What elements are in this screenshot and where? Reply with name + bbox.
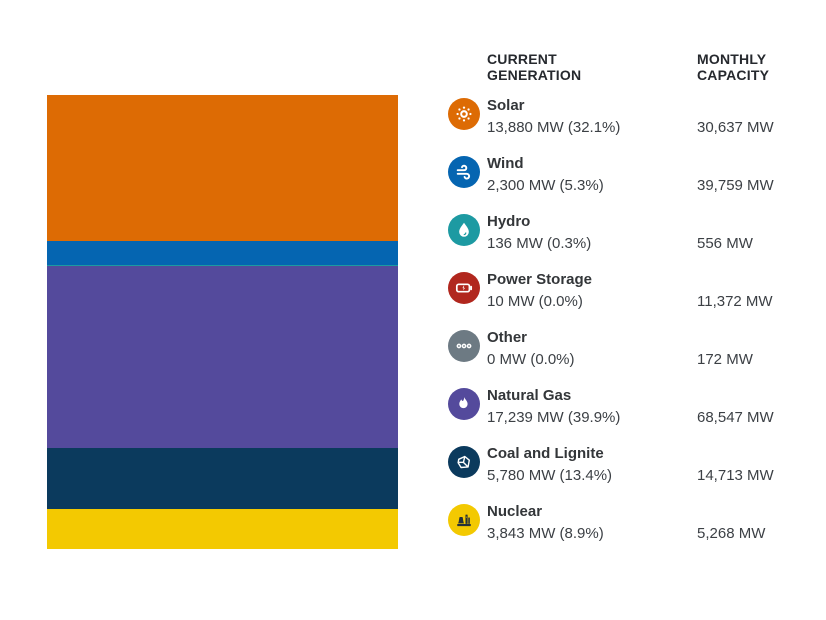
source-name: Hydro (487, 213, 531, 230)
bar-segment-wind (47, 240, 398, 265)
source-current-value: 13,880 MW (32.1%) (487, 119, 621, 136)
source-monthly-capacity: 30,637 MW (697, 119, 774, 136)
source-current-value: 136 MW (0.3%) (487, 235, 592, 252)
source-row-hydro: Hydro 136 MW (0.3%) 556 MW (448, 212, 826, 270)
source-name: Solar (487, 97, 525, 114)
source-monthly-capacity: 68,547 MW (697, 409, 774, 426)
source-row-coal-lignite: Coal and Lignite 5,780 MW (13.4%) 14,713… (448, 444, 826, 502)
fuel-mix-legend: CURRENT GENERATION MONTHLY CAPACITY Sola… (448, 51, 826, 560)
source-icon-wrap (448, 270, 487, 313)
bar-segment-natural-gas (47, 266, 398, 448)
sun-icon (448, 98, 480, 130)
source-name: Power Storage (487, 271, 593, 288)
flame-icon (448, 388, 480, 420)
source-icon-wrap (448, 386, 487, 429)
source-icon-wrap (448, 212, 487, 255)
legend-header: CURRENT GENERATION MONTHLY CAPACITY (448, 51, 826, 83)
column-header-current-generation: CURRENT GENERATION (487, 51, 582, 83)
source-icon-wrap (448, 328, 487, 371)
wind-icon (448, 156, 480, 188)
bar-segment-nuclear (47, 508, 398, 549)
column-header-monthly-capacity: MONTHLY CAPACITY (697, 51, 770, 83)
bar-segment-hydro (47, 264, 398, 267)
source-row-solar: Solar 13,880 MW (32.1%) 30,637 MW (448, 96, 826, 154)
source-monthly-capacity: 39,759 MW (697, 177, 774, 194)
source-monthly-capacity: 172 MW (697, 351, 753, 368)
source-name: Coal and Lignite (487, 445, 604, 462)
source-row-other: Other 0 MW (0.0%) 172 MW (448, 328, 826, 386)
source-monthly-capacity: 14,713 MW (697, 467, 774, 484)
fuel-mix-stacked-bar (47, 95, 398, 549)
source-name: Wind (487, 155, 524, 172)
coal-icon (448, 446, 480, 478)
legend-rows: Solar 13,880 MW (32.1%) 30,637 MW Wind 2… (448, 96, 826, 560)
source-monthly-capacity: 5,268 MW (697, 525, 766, 542)
water-drop-icon (448, 214, 480, 246)
source-current-value: 2,300 MW (5.3%) (487, 177, 604, 194)
source-icon-wrap (448, 444, 487, 487)
source-name: Natural Gas (487, 387, 572, 404)
source-icon-wrap (448, 154, 487, 197)
source-icon-wrap (448, 96, 487, 139)
source-row-wind: Wind 2,300 MW (5.3%) 39,759 MW (448, 154, 826, 212)
source-name: Nuclear (487, 503, 543, 520)
source-current-value: 0 MW (0.0%) (487, 351, 575, 368)
ellipsis-icon (448, 330, 480, 362)
source-row-power-storage: Power Storage 10 MW (0.0%) 11,372 MW (448, 270, 826, 328)
bar-segment-solar (47, 95, 398, 241)
source-current-value: 10 MW (0.0%) (487, 293, 583, 310)
source-current-value: 5,780 MW (13.4%) (487, 467, 613, 484)
source-name: Other (487, 329, 528, 346)
source-row-natural-gas: Natural Gas 17,239 MW (39.9%) 68,547 MW (448, 386, 826, 444)
source-row-nuclear: Nuclear 3,843 MW (8.9%) 5,268 MW (448, 502, 826, 560)
source-monthly-capacity: 11,372 MW (697, 293, 773, 310)
source-monthly-capacity: 556 MW (697, 235, 753, 252)
source-icon-wrap (448, 502, 487, 545)
power-plant-icon (448, 504, 480, 536)
bar-segment-coal-lignite (47, 447, 398, 509)
battery-icon (448, 272, 480, 304)
source-current-value: 3,843 MW (8.9%) (487, 525, 604, 542)
source-current-value: 17,239 MW (39.9%) (487, 409, 621, 426)
